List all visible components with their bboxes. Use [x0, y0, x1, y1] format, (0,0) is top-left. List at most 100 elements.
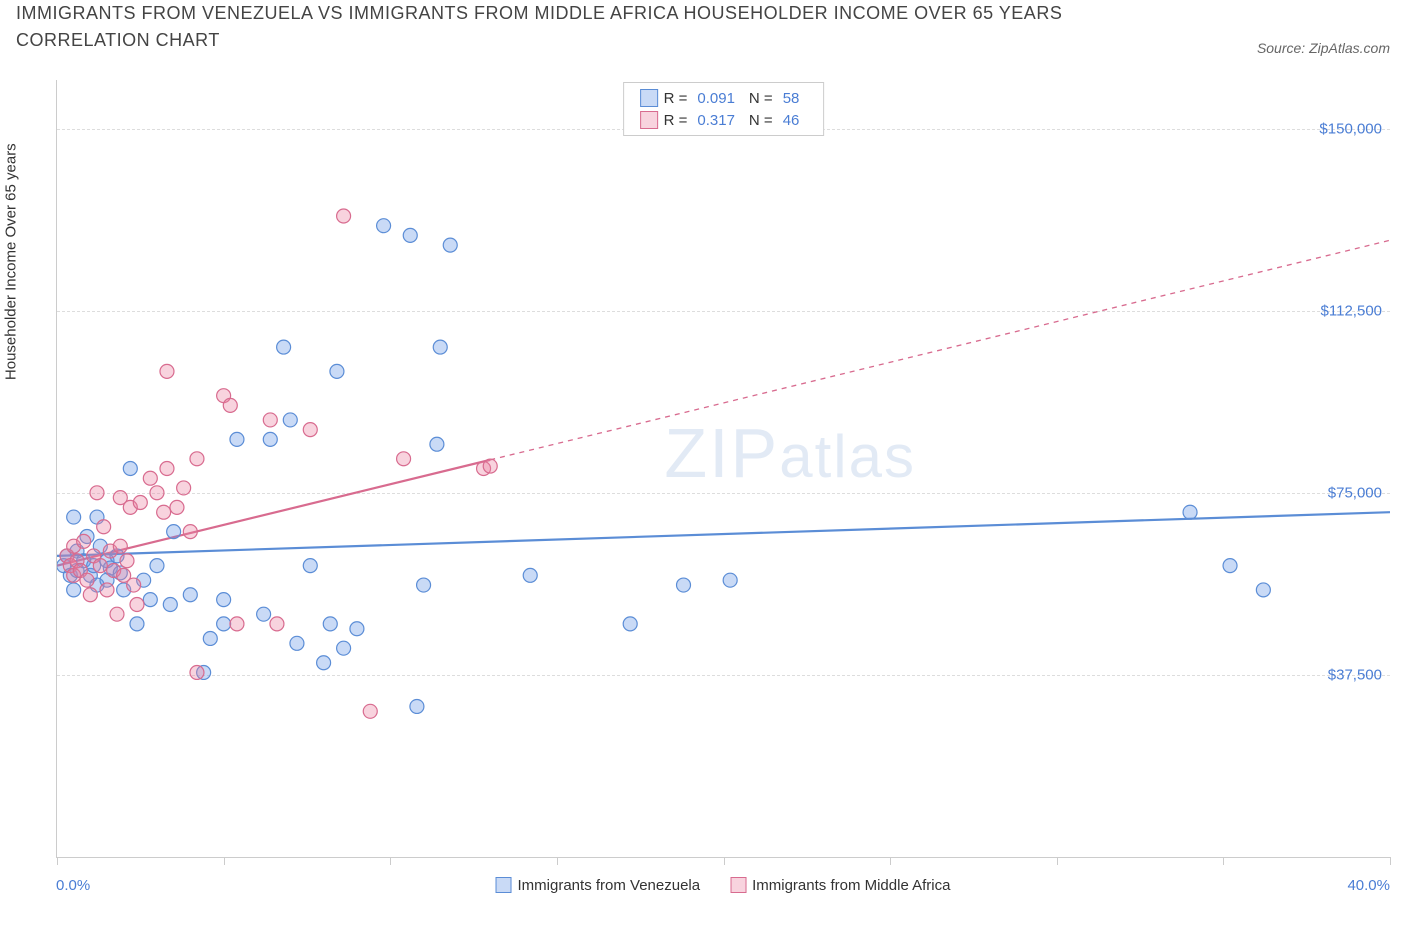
scatter-point-middle_africa — [183, 525, 197, 539]
scatter-point-venezuela — [283, 413, 297, 427]
scatter-point-venezuela — [323, 617, 337, 631]
scatter-point-venezuela — [123, 462, 137, 476]
scatter-plot-svg — [57, 80, 1390, 857]
scatter-point-middle_africa — [77, 534, 91, 548]
scatter-point-venezuela — [317, 656, 331, 670]
scatter-point-middle_africa — [160, 462, 174, 476]
y-axis-label: Householder Income Over 65 years — [3, 143, 20, 380]
stats-n-label: N = — [749, 90, 773, 107]
scatter-point-middle_africa — [133, 496, 147, 510]
bottom-legend: Immigrants from Venezuela Immigrants from… — [496, 877, 951, 894]
scatter-point-middle_africa — [170, 500, 184, 514]
scatter-point-middle_africa — [97, 520, 111, 534]
scatter-point-middle_africa — [143, 471, 157, 485]
legend-item-middle_africa: Immigrants from Middle Africa — [730, 877, 950, 894]
x-tick — [1390, 857, 1391, 865]
scatter-point-venezuela — [167, 525, 181, 539]
legend-label: Immigrants from Venezuela — [518, 877, 701, 894]
scatter-point-venezuela — [67, 510, 81, 524]
plot-area: R =0.091N =58R =0.317N =46 ZIPatlas $37,… — [56, 80, 1390, 858]
stats-row-middle_africa: R = 0.317 N = 46 — [640, 109, 808, 131]
scatter-point-venezuela — [263, 432, 277, 446]
scatter-point-middle_africa — [190, 665, 204, 679]
x-tick — [1057, 857, 1058, 865]
scatter-point-middle_africa — [270, 617, 284, 631]
stats-n-value: 46 — [783, 112, 800, 129]
trend-line-dashed-middle_africa — [490, 240, 1390, 460]
scatter-point-venezuela — [67, 583, 81, 597]
scatter-point-middle_africa — [337, 209, 351, 223]
x-max-label: 40.0% — [1347, 877, 1390, 894]
x-tick — [724, 857, 725, 865]
scatter-point-venezuela — [303, 559, 317, 573]
stats-n-value: 58 — [783, 90, 800, 107]
scatter-point-venezuela — [203, 631, 217, 645]
scatter-point-venezuela — [217, 617, 231, 631]
scatter-point-venezuela — [403, 228, 417, 242]
scatter-point-middle_africa — [190, 452, 204, 466]
x-min-label: 0.0% — [56, 877, 90, 894]
scatter-point-middle_africa — [160, 364, 174, 378]
scatter-point-venezuela — [130, 617, 144, 631]
legend-swatch — [640, 89, 658, 107]
scatter-point-venezuela — [337, 641, 351, 655]
scatter-point-venezuela — [1183, 505, 1197, 519]
scatter-point-middle_africa — [483, 459, 497, 473]
scatter-point-venezuela — [163, 597, 177, 611]
stats-n-label: N = — [749, 112, 773, 129]
stats-r-value: 0.091 — [697, 90, 735, 107]
chart-container: Householder Income Over 65 years R =0.09… — [16, 80, 1390, 900]
scatter-point-venezuela — [410, 699, 424, 713]
stats-legend: R = 0.091 N = 58 R = 0.317 N = 46 — [623, 82, 825, 136]
stats-row-venezuela: R = 0.091 N = 58 — [640, 87, 808, 109]
scatter-point-middle_africa — [100, 583, 114, 597]
x-tick — [224, 857, 225, 865]
scatter-point-venezuela — [1223, 559, 1237, 573]
scatter-point-venezuela — [417, 578, 431, 592]
x-tick — [57, 857, 58, 865]
scatter-point-middle_africa — [150, 486, 164, 500]
scatter-point-middle_africa — [230, 617, 244, 631]
scatter-point-middle_africa — [263, 413, 277, 427]
scatter-point-middle_africa — [223, 398, 237, 412]
scatter-point-venezuela — [330, 364, 344, 378]
x-tick — [390, 857, 391, 865]
source-label: Source: ZipAtlas.com — [1257, 40, 1390, 56]
stats-r-label: R = — [664, 90, 688, 107]
scatter-point-middle_africa — [177, 481, 191, 495]
scatter-point-middle_africa — [83, 588, 97, 602]
x-axis-row: 0.0% Immigrants from VenezuelaImmigrants… — [56, 870, 1390, 900]
scatter-point-middle_africa — [127, 578, 141, 592]
stats-r-value: 0.317 — [697, 112, 735, 129]
scatter-point-venezuela — [350, 622, 364, 636]
scatter-point-middle_africa — [90, 486, 104, 500]
scatter-point-venezuela — [257, 607, 271, 621]
scatter-point-middle_africa — [157, 505, 171, 519]
scatter-point-venezuela — [377, 219, 391, 233]
scatter-point-middle_africa — [110, 607, 124, 621]
scatter-point-venezuela — [430, 437, 444, 451]
scatter-point-middle_africa — [303, 423, 317, 437]
scatter-point-venezuela — [150, 559, 164, 573]
x-tick — [1223, 857, 1224, 865]
scatter-point-venezuela — [290, 636, 304, 650]
stats-r-label: R = — [664, 112, 688, 129]
scatter-point-middle_africa — [113, 539, 127, 553]
legend-swatch — [496, 877, 512, 893]
scatter-point-middle_africa — [80, 573, 94, 587]
x-tick — [557, 857, 558, 865]
scatter-point-venezuela — [277, 340, 291, 354]
scatter-point-venezuela — [623, 617, 637, 631]
scatter-point-middle_africa — [363, 704, 377, 718]
scatter-point-venezuela — [1256, 583, 1270, 597]
scatter-point-venezuela — [143, 593, 157, 607]
legend-item-venezuela: Immigrants from Venezuela — [496, 877, 701, 894]
x-tick — [890, 857, 891, 865]
scatter-point-venezuela — [183, 588, 197, 602]
scatter-point-venezuela — [523, 568, 537, 582]
legend-swatch — [640, 111, 658, 129]
legend-swatch — [730, 877, 746, 893]
scatter-point-middle_africa — [130, 597, 144, 611]
scatter-point-venezuela — [443, 238, 457, 252]
scatter-point-venezuela — [433, 340, 447, 354]
